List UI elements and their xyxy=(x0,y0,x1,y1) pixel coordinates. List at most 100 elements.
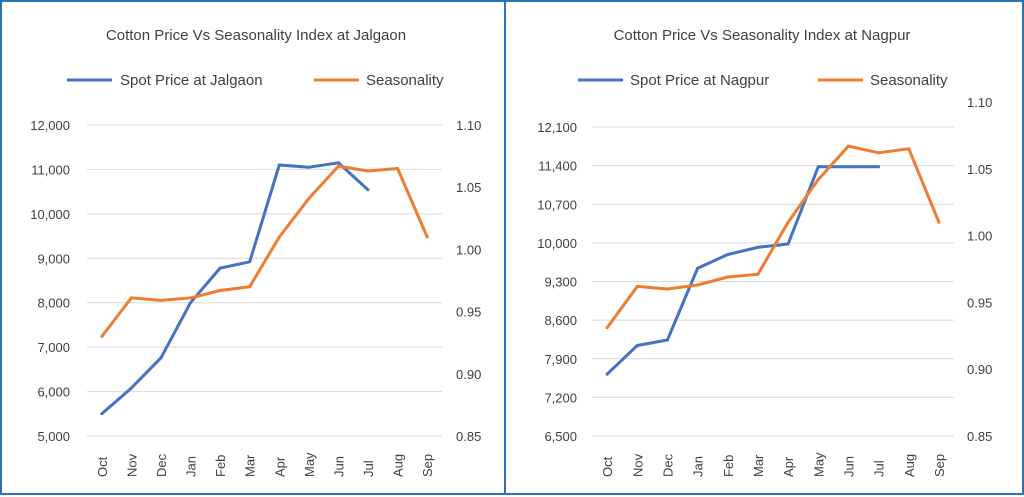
data-point-seasonality xyxy=(937,220,941,224)
data-point-price xyxy=(159,356,163,360)
data-point-price xyxy=(756,245,760,249)
x-axis-tick-label: Dec xyxy=(154,453,169,477)
legend-label-price: Spot Price at Nagpur xyxy=(630,72,769,89)
legend-label-seasonality: Seasonality xyxy=(870,72,948,89)
left-axis-tick-label: 11,400 xyxy=(538,159,577,174)
data-point-price xyxy=(218,266,222,270)
series-line-seasonality xyxy=(605,144,941,329)
data-point-seasonality xyxy=(218,289,222,292)
x-axis-tick-label: Jul xyxy=(361,460,376,477)
chart-title: Cotton Price Vs Seasonality Index at Nag… xyxy=(614,27,911,44)
data-point-price xyxy=(366,188,370,192)
data-point-seasonality xyxy=(189,296,192,300)
chart-panel-nagpur: Cotton Price Vs Seasonality Index at Nag… xyxy=(504,0,1024,495)
data-point-price xyxy=(816,165,820,169)
x-axis-tick-label: Aug xyxy=(391,454,406,477)
left-axis-tick-label: 7,900 xyxy=(544,352,577,367)
left-axis-tick-label: 10,700 xyxy=(537,197,577,212)
data-point-price xyxy=(696,266,700,270)
data-point-price xyxy=(307,165,311,169)
left-axis-tick-label: 6,000 xyxy=(37,385,70,400)
series-line-price xyxy=(100,161,370,415)
data-point-price xyxy=(786,242,790,246)
x-axis-tick-label: Jan xyxy=(184,456,199,477)
x-axis-tick-label: Jan xyxy=(691,456,706,477)
data-point-price xyxy=(846,165,850,169)
x-axis-tick-label: Feb xyxy=(213,455,228,477)
right-axis-tick-label: 1.05 xyxy=(456,180,481,195)
data-point-price xyxy=(189,301,192,305)
data-point-price xyxy=(726,253,730,256)
data-point-seasonality xyxy=(696,283,700,287)
left-axis-tick-label: 8,000 xyxy=(37,296,70,311)
chart-panel-jalgaon: Cotton Price Vs Seasonality Index at Jal… xyxy=(0,0,506,495)
data-point-seasonality xyxy=(877,151,881,155)
data-point-seasonality xyxy=(635,284,639,288)
legend-label-seasonality: Seasonality xyxy=(366,72,444,89)
left-axis-tick-label: 9,000 xyxy=(37,251,70,266)
data-point-seasonality xyxy=(277,235,281,239)
x-axis-tick-label: Nov xyxy=(630,453,645,477)
data-point-price xyxy=(100,412,104,416)
left-axis-tick-label: 10,000 xyxy=(30,207,70,222)
left-axis-tick-label: 10,000 xyxy=(537,236,577,251)
right-axis-tick-label: 0.85 xyxy=(967,429,992,444)
plot-area: 5,000 6,000 7,000 8,000 9,000 10,000 11,000 12,… xyxy=(30,118,481,477)
data-point-seasonality xyxy=(307,196,311,200)
right-axis-tick-label: 0.95 xyxy=(456,305,481,320)
x-axis-tick-label: Oct xyxy=(600,456,615,477)
left-axis-tick-label: 7,000 xyxy=(37,340,70,355)
x-axis-tick-label: Aug xyxy=(902,454,917,477)
data-point-price xyxy=(129,386,133,390)
data-point-seasonality xyxy=(248,285,252,289)
data-point-seasonality xyxy=(129,296,133,300)
data-point-seasonality xyxy=(726,275,730,279)
right-axis-tick-label: 0.95 xyxy=(967,295,992,310)
x-axis-tick-label: Apr xyxy=(272,456,287,477)
data-point-price xyxy=(635,344,639,347)
left-axis-tick-label: 5,000 xyxy=(37,429,70,444)
x-axis-tick-label: Nov xyxy=(124,453,139,477)
data-point-seasonality xyxy=(665,287,669,291)
right-axis-tick-label: 1.10 xyxy=(456,118,481,133)
left-axis-tick-label: 11,000 xyxy=(31,162,70,177)
right-axis-tick-label: 0.85 xyxy=(456,429,481,444)
x-axis-tick-label: Sep xyxy=(420,454,435,477)
x-axis-tick-label: Dec xyxy=(660,453,675,477)
left-axis-tick-label: 9,300 xyxy=(544,275,577,290)
x-axis-tick-label: Mar xyxy=(751,454,766,477)
x-axis-tick-label: May xyxy=(302,452,317,477)
data-point-seasonality xyxy=(786,220,790,224)
data-point-price xyxy=(877,165,881,169)
data-point-seasonality xyxy=(337,164,340,168)
x-axis-tick-label: Oct xyxy=(95,456,110,477)
right-axis-tick-label: 1.10 xyxy=(967,95,992,110)
chart-title: Cotton Price Vs Seasonality Index at Jal… xyxy=(106,27,406,44)
x-axis-tick-label: Jun xyxy=(331,456,346,477)
right-axis-tick-label: 1.05 xyxy=(967,162,992,177)
right-axis-tick-label: 1.00 xyxy=(456,242,481,257)
data-point-price xyxy=(605,372,609,376)
series-line-seasonality xyxy=(100,164,429,338)
data-point-seasonality xyxy=(605,326,609,330)
data-point-seasonality xyxy=(425,235,429,239)
right-axis-tick-label: 1.00 xyxy=(967,229,992,244)
right-axis-tick-label: 0.90 xyxy=(456,367,481,382)
data-point-seasonality xyxy=(816,178,820,181)
left-axis-tick-label: 8,600 xyxy=(544,313,577,328)
chart-nagpur: Cotton Price Vs Seasonality Index at Nag… xyxy=(537,27,992,477)
left-axis-tick-label: 6,500 xyxy=(544,429,577,444)
x-axis-tick-label: Mar xyxy=(243,454,258,477)
legend-label-price: Spot Price at Jalgaon xyxy=(120,72,263,89)
series-line-price xyxy=(606,165,879,376)
x-axis-tick-label: May xyxy=(811,452,826,477)
data-point-price xyxy=(337,161,340,165)
x-axis-tick-label: Jun xyxy=(841,456,856,477)
data-point-seasonality xyxy=(846,144,850,148)
right-axis-tick-label: 0.90 xyxy=(967,362,992,377)
left-axis-tick-label: 7,200 xyxy=(544,390,577,405)
x-axis-tick-label: Feb xyxy=(721,455,736,477)
data-point-seasonality xyxy=(100,335,104,338)
data-point-seasonality xyxy=(159,298,163,302)
data-point-price xyxy=(665,338,669,342)
